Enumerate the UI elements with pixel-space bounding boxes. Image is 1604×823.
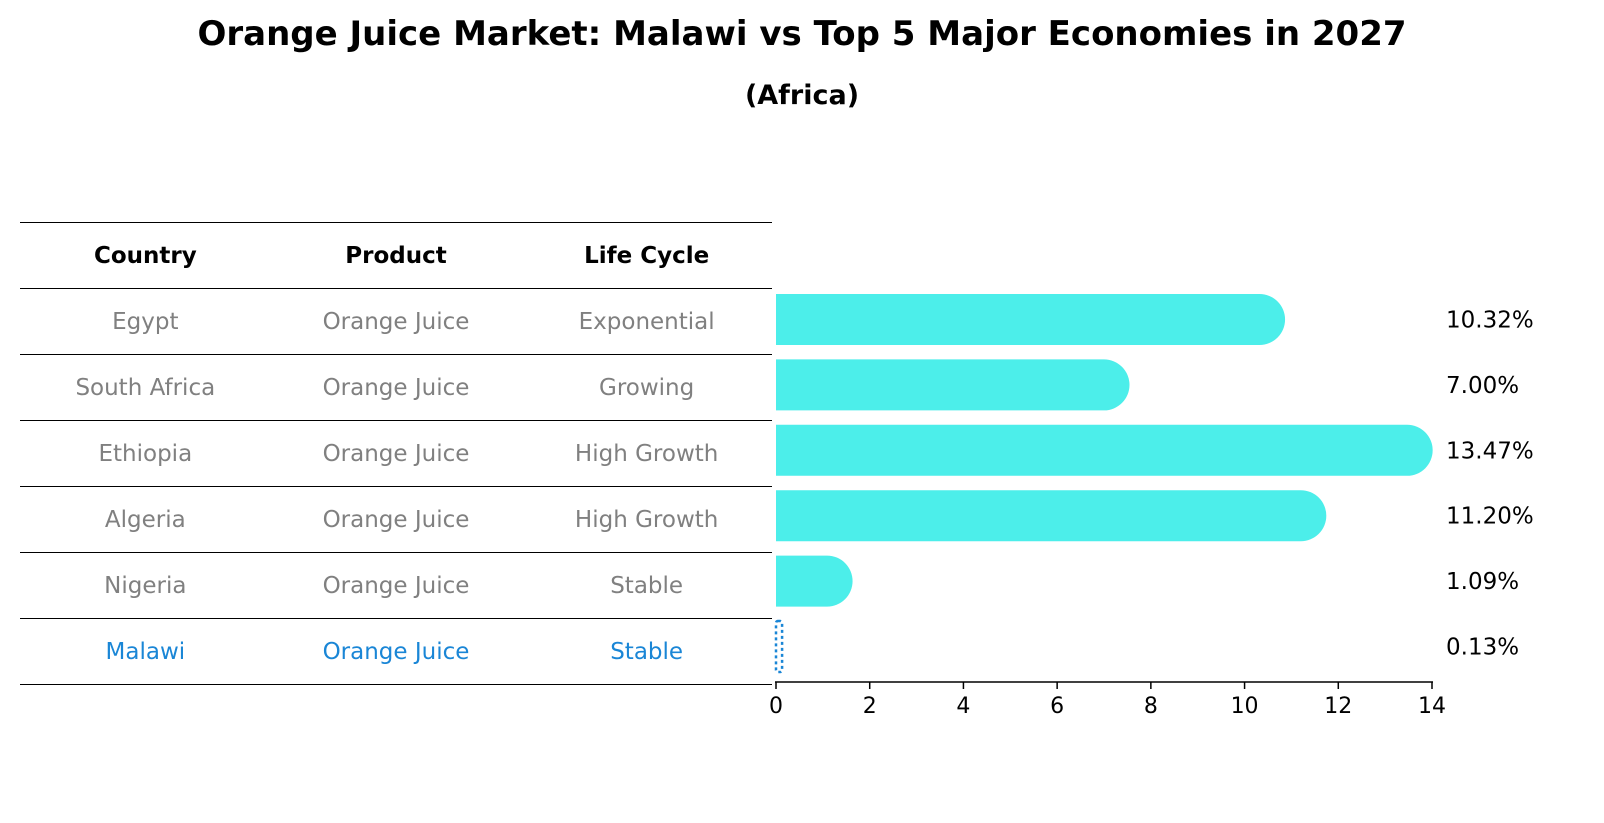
table-row: Nigeria Orange Juice Stable [20,552,772,618]
table-header-row: Country Product Life Cycle [20,222,772,288]
cell-country: Algeria [104,506,186,533]
table-row: Egypt Orange Juice Exponential [20,288,772,354]
header-life-cycle: Life Cycle [584,242,710,269]
bar-chart: 10.32% 7.00% 13.47% 11.20% 1.09% 0.13% 0 2 4 6 8 10… [770,294,1534,719]
cell-country: Malawi [105,638,186,665]
cell-country: Ethiopia [98,440,193,467]
x-tick-label-10: 10 [1231,694,1259,719]
value-label-nigeria: 1.09% [1446,569,1519,595]
cell-product: Orange Juice [322,440,470,467]
bar-algeria [776,490,1327,542]
cell-life-cycle: High Growth [574,506,719,533]
x-tick-label-0: 0 [770,694,783,719]
cell-product: Orange Juice [322,308,470,335]
header-product: Product [345,242,447,269]
chart-title: Orange Juice Market: Malawi vs Top 5 Maj… [197,14,1407,54]
x-tick-label-4: 4 [956,694,970,719]
cell-product: Orange Juice [322,638,470,665]
table-row: Ethiopia Orange Juice High Growth [20,420,772,486]
header-country: Country [93,242,197,269]
table-row-highlighted: Malawi Orange Juice Stable [20,618,772,685]
table-row: South Africa Orange Juice Growing [20,354,772,420]
x-tick-label-14: 14 [1418,694,1446,719]
cell-country: South Africa [75,374,216,401]
value-label-algeria: 11.20% [1446,504,1534,530]
chart-subtitle: (Africa) [744,80,860,111]
cell-product: Orange Juice [322,572,470,599]
bar-south-africa [776,359,1130,411]
value-label-malawi: 0.13% [1446,635,1519,661]
cell-life-cycle: Stable [610,572,684,599]
value-label-ethiopia: 13.47% [1446,438,1534,464]
x-tick-label-6: 6 [1050,694,1064,719]
cell-life-cycle: Exponential [578,308,715,335]
cell-life-cycle: Growing [599,374,695,401]
value-label-south-africa: 7.00% [1446,373,1519,399]
x-tick-label-8: 8 [1144,694,1158,719]
x-tick-label-12: 12 [1324,694,1352,719]
bar-nigeria [776,555,853,607]
cell-life-cycle: Stable [610,638,684,665]
bar-malawi [774,619,784,674]
cell-country: Egypt [112,308,179,335]
cell-country: Nigeria [104,572,187,599]
x-tick-label-2: 2 [863,694,877,719]
data-table: Country Product Life Cycle Egypt Orange … [20,222,772,685]
value-label-egypt: 10.32% [1446,308,1534,334]
table-row: Algeria Orange Juice High Growth [20,486,772,552]
cell-product: Orange Juice [322,374,470,401]
cell-product: Orange Juice [322,506,470,533]
bar-egypt [776,294,1286,345]
cell-life-cycle: High Growth [574,440,719,467]
bar-ethiopia [776,424,1433,476]
